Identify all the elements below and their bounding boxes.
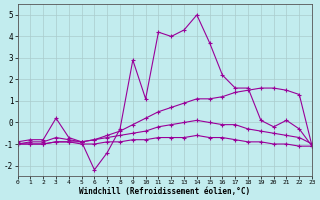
X-axis label: Windchill (Refroidissement éolien,°C): Windchill (Refroidissement éolien,°C) (79, 187, 250, 196)
